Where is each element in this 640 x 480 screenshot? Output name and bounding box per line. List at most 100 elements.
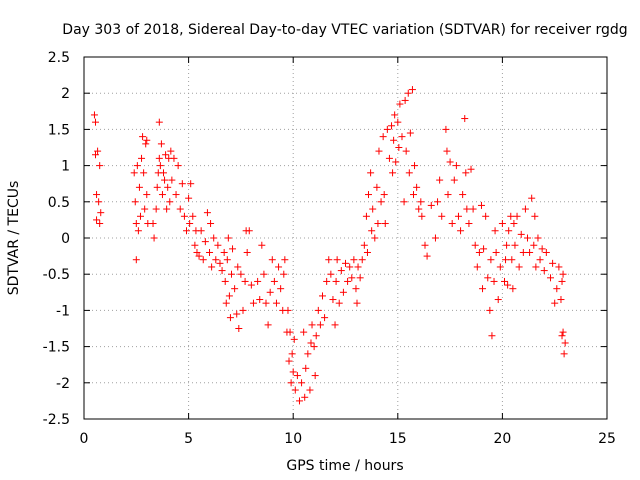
data-point [139,133,147,141]
data-point [325,256,333,264]
data-point [531,212,539,220]
x-tick-label: 20 [493,431,511,447]
y-tick-labels: -2.5 -2 -1.5 -1 -0.5 0 0.5 1 1.5 2 2.5 [43,50,70,428]
data-point [221,277,229,285]
data-point [323,277,331,285]
y-tick-label: -2.5 [43,412,70,428]
data-point [284,306,292,314]
data-point [216,259,224,267]
data-point [94,147,102,155]
data-point [138,154,146,162]
data-point [454,212,462,220]
data-point [337,267,345,275]
data-point [178,180,186,188]
data-point [96,220,104,228]
data-point [210,234,218,242]
data-point [500,277,508,285]
data-point [311,372,319,380]
data-point [163,205,171,213]
data-point [473,263,481,271]
data-point [134,227,142,235]
data-point [280,270,288,278]
data-point [150,234,158,242]
data-point [511,241,519,249]
data-point [212,256,220,264]
data-point [162,151,170,159]
data-point [300,328,308,336]
data-point [93,216,101,224]
data-point [186,220,194,228]
data-point [191,241,199,249]
data-point [404,89,412,97]
data-point [245,227,253,235]
data-point [434,198,442,206]
data-point [223,256,231,264]
data-point [96,162,104,170]
data-point [249,299,257,307]
data-point [316,321,324,329]
data-point [559,328,567,336]
data-point [339,288,347,296]
data-point [331,321,339,329]
data-point [224,234,232,242]
data-point [195,252,203,260]
data-point [406,129,414,137]
data-point [452,162,460,170]
data-point [314,306,322,314]
data-point [358,256,366,264]
data-point [368,227,376,235]
data-point [312,332,320,340]
data-point [462,169,470,177]
data-point [156,162,164,170]
data-point [401,96,409,104]
data-point [167,147,175,155]
data-point [262,299,270,307]
data-point [187,180,195,188]
data-point [235,325,243,332]
data-point [189,212,197,220]
data-point [321,314,329,322]
data-point [197,227,205,235]
data-point [375,147,383,155]
data-point [239,306,247,314]
data-point [290,335,298,343]
data-point [471,241,479,249]
data-point [159,169,167,177]
data-point [270,277,278,285]
y-tick-label: -2 [56,376,70,392]
data-point [131,198,139,206]
data-point [206,248,214,256]
data-point [446,158,454,166]
data-point [214,241,222,249]
x-tick-label: 5 [184,431,193,447]
data-point [158,191,166,199]
x-tick-label: 0 [80,431,89,447]
data-point [402,147,410,155]
y-tick-label: 2.5 [48,50,70,66]
data-point [536,256,544,264]
data-point [380,191,388,199]
data-point [161,176,169,184]
data-point [559,270,567,278]
data-point [168,176,176,184]
data-point [207,220,215,228]
data-point [405,169,413,177]
data-point [400,198,408,206]
data-point [266,288,274,296]
data-point [335,299,343,307]
data-point [363,248,371,256]
data-point [227,270,235,278]
data-point [304,350,312,358]
data-point [502,256,510,264]
data-point [409,191,417,199]
data-point [348,274,356,282]
data-point [391,111,399,119]
data-point [286,328,294,336]
data-point [508,256,516,264]
data-point [234,263,242,271]
data-point [557,296,565,304]
data-point [231,285,239,293]
data-point [551,299,559,307]
data-point [287,379,295,387]
data-point [356,274,364,282]
